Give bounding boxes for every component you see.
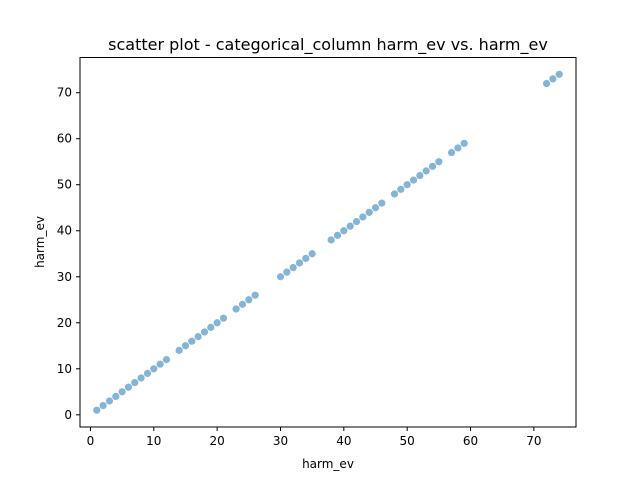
x-tick-label: 0 (87, 434, 95, 448)
data-point (308, 250, 316, 258)
plot-area-frame (79, 57, 577, 428)
y-tick-label: 70 (57, 86, 72, 100)
data-point (295, 259, 304, 267)
y-tick-label: 0 (64, 408, 72, 422)
data-point (302, 254, 310, 262)
data-point (333, 231, 342, 239)
data-point (352, 217, 361, 226)
data-point (447, 148, 456, 157)
data-point (143, 369, 152, 377)
data-point (131, 378, 139, 387)
y-axis-ticks: 0 10 20 30 40 50 60 70 (57, 86, 80, 422)
data-point (371, 204, 380, 212)
x-tick-label: 40 (336, 434, 351, 448)
y-tick-label: 30 (57, 270, 72, 284)
data-point (188, 337, 196, 345)
x-tick-label: 10 (146, 434, 161, 448)
data-point (346, 222, 354, 230)
x-tick-label: 50 (400, 434, 415, 448)
data-point (194, 332, 202, 341)
x-tick-label: 60 (463, 434, 478, 448)
data-point (200, 328, 209, 336)
data-point (542, 79, 551, 88)
data-point (232, 305, 240, 313)
data-point (555, 70, 563, 78)
x-tick-label: 20 (210, 434, 225, 448)
data-point (409, 176, 418, 184)
data-point (340, 227, 348, 235)
data-point (162, 355, 171, 364)
y-tick-label: 50 (57, 178, 72, 192)
data-point (422, 167, 430, 175)
data-point (112, 392, 120, 401)
data-point (99, 402, 107, 410)
data-point (435, 158, 443, 166)
x-axis-ticks: 0 10 20 30 40 50 60 70 (87, 427, 542, 448)
data-point (397, 185, 405, 193)
data-points (93, 70, 563, 414)
chart-title: scatter plot - categorical_column harm_e… (108, 35, 548, 55)
data-point (359, 213, 367, 221)
data-point (175, 346, 183, 354)
y-axis-label: harm_ev (33, 216, 47, 268)
y-tick-label: 40 (57, 224, 72, 238)
data-point (245, 296, 253, 304)
data-point (181, 342, 190, 350)
data-point (156, 360, 164, 368)
data-point (105, 397, 114, 405)
x-tick-label: 30 (273, 434, 288, 448)
data-point (118, 388, 126, 396)
data-point (403, 181, 411, 189)
data-point (283, 268, 291, 276)
data-point (365, 208, 373, 216)
data-point (93, 406, 101, 414)
y-tick-label: 20 (57, 316, 72, 330)
data-point (454, 144, 462, 152)
y-tick-label: 60 (57, 132, 72, 146)
data-point (549, 75, 557, 83)
y-tick-label: 10 (57, 362, 72, 376)
data-point (124, 383, 133, 391)
data-point (289, 263, 297, 272)
data-point (276, 273, 285, 281)
data-point (251, 291, 259, 299)
data-point (428, 162, 437, 170)
x-tick-label: 70 (526, 434, 541, 448)
data-point (460, 139, 468, 147)
x-axis-label: harm_ev (302, 457, 354, 471)
data-point (137, 374, 145, 382)
data-point (219, 314, 228, 322)
data-point (378, 199, 386, 207)
data-point (213, 319, 221, 327)
data-point (207, 323, 215, 331)
data-point (416, 171, 424, 180)
data-point (238, 300, 247, 308)
data-point (390, 190, 399, 198)
data-point (327, 236, 335, 244)
data-point (150, 365, 158, 373)
